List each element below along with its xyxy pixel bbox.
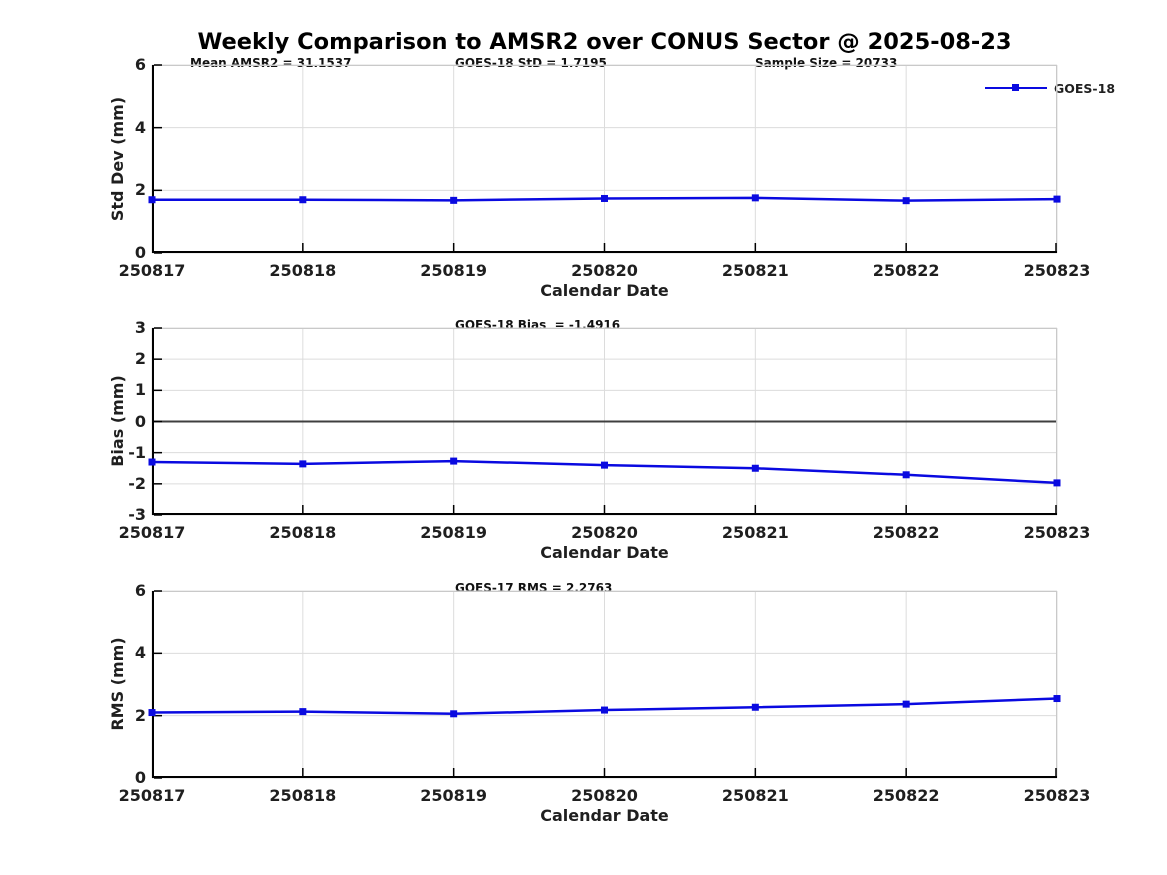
y-tick-label: 1 — [134, 380, 146, 400]
y-tick-label: 0 — [134, 411, 146, 431]
y-tick-label: 2 — [134, 705, 146, 725]
x-tick-label: 250820 — [571, 786, 638, 805]
x-tick-label: 250823 — [1023, 786, 1091, 805]
plot-svg — [148, 64, 1061, 254]
x-tick-label: 250820 — [571, 523, 638, 542]
x-tick-label: 250817 — [118, 523, 186, 542]
data-point-marker — [450, 710, 458, 718]
data-point-marker — [1053, 695, 1061, 703]
data-point-marker — [751, 194, 759, 202]
data-point-marker — [450, 457, 458, 465]
annotation-sample-size: Sample Size = 20733 — [755, 56, 898, 70]
data-point-marker — [299, 708, 307, 716]
x-tick-label: 250822 — [872, 786, 940, 805]
x-tick-label: 250823 — [1023, 523, 1091, 542]
stddev-plot-area — [148, 64, 1061, 254]
data-point-marker — [902, 471, 910, 479]
data-point-marker — [601, 194, 608, 202]
x-tick-label: 250819 — [420, 786, 488, 805]
y-tick-label: 2 — [134, 180, 146, 200]
y-tick-label: 0 — [134, 243, 146, 262]
x-axis-label-2: Calendar Date — [540, 543, 669, 562]
x-tick-label: 250822 — [872, 261, 940, 280]
y-tick-label: -3 — [128, 505, 146, 524]
annotation-goes18-std: GOES-18 StD = 1.7195 — [455, 56, 607, 70]
x-tick-label: 250818 — [269, 523, 337, 542]
x-tick-label: 250818 — [269, 261, 337, 280]
x-axis-label-1: Calendar Date — [540, 281, 669, 300]
x-tick-label: 250821 — [721, 523, 789, 542]
data-point-marker — [450, 196, 458, 204]
data-point-marker — [148, 458, 156, 466]
annotation-mean-amsr2: Mean AMSR2 = 31.1537 — [190, 56, 352, 70]
y-tick-label: -2 — [128, 473, 146, 493]
y-tick-label: -1 — [128, 442, 146, 462]
data-point-marker — [902, 197, 910, 205]
y-tick-label: 0 — [134, 768, 146, 787]
data-point-marker — [601, 706, 608, 714]
data-point-marker — [1053, 479, 1061, 487]
plot-svg — [148, 327, 1061, 516]
x-tick-label: 250821 — [721, 261, 789, 280]
y-tick-label: 2 — [134, 349, 146, 369]
data-point-marker — [601, 461, 608, 469]
x-tick-label: 250819 — [420, 523, 488, 542]
x-tick-label: 250819 — [420, 261, 488, 280]
x-tick-label: 250820 — [571, 261, 638, 280]
x-tick-label: 250817 — [118, 786, 186, 805]
x-axis-label-3: Calendar Date — [540, 806, 669, 825]
plot-svg — [148, 590, 1061, 779]
data-point-marker — [751, 703, 759, 711]
legend-label: GOES-18 — [1054, 80, 1116, 96]
data-point-marker — [148, 196, 156, 204]
y-tick-label: 3 — [134, 318, 146, 337]
x-tick-label: 250821 — [721, 786, 789, 805]
legend: GOES-18 — [985, 80, 1115, 96]
chart-title: Weekly Comparison to AMSR2 over CONUS Se… — [197, 29, 1012, 55]
data-point-marker — [751, 464, 759, 472]
y-tick-label: 4 — [134, 117, 146, 137]
data-point-marker — [148, 709, 156, 717]
y-axis-label-stddev: Std Dev (mm) — [108, 96, 127, 222]
data-point-marker — [1053, 195, 1061, 203]
legend-line-sample — [985, 80, 1047, 96]
data-point-marker — [902, 700, 910, 708]
y-tick-label: 6 — [134, 55, 146, 74]
data-point-marker — [299, 196, 307, 204]
y-tick-label: 6 — [134, 581, 146, 600]
x-tick-label: 250822 — [872, 523, 940, 542]
rms-plot-area — [148, 590, 1061, 779]
legend-marker-icon — [1012, 84, 1019, 91]
x-tick-label: 250818 — [269, 786, 337, 805]
y-axis-label-rms: RMS (mm) — [108, 637, 127, 731]
y-tick-label: 4 — [134, 643, 146, 663]
x-tick-label: 250823 — [1023, 261, 1091, 280]
data-point-marker — [299, 460, 307, 468]
bias-plot-area — [148, 327, 1061, 516]
x-tick-label: 250817 — [118, 261, 186, 280]
